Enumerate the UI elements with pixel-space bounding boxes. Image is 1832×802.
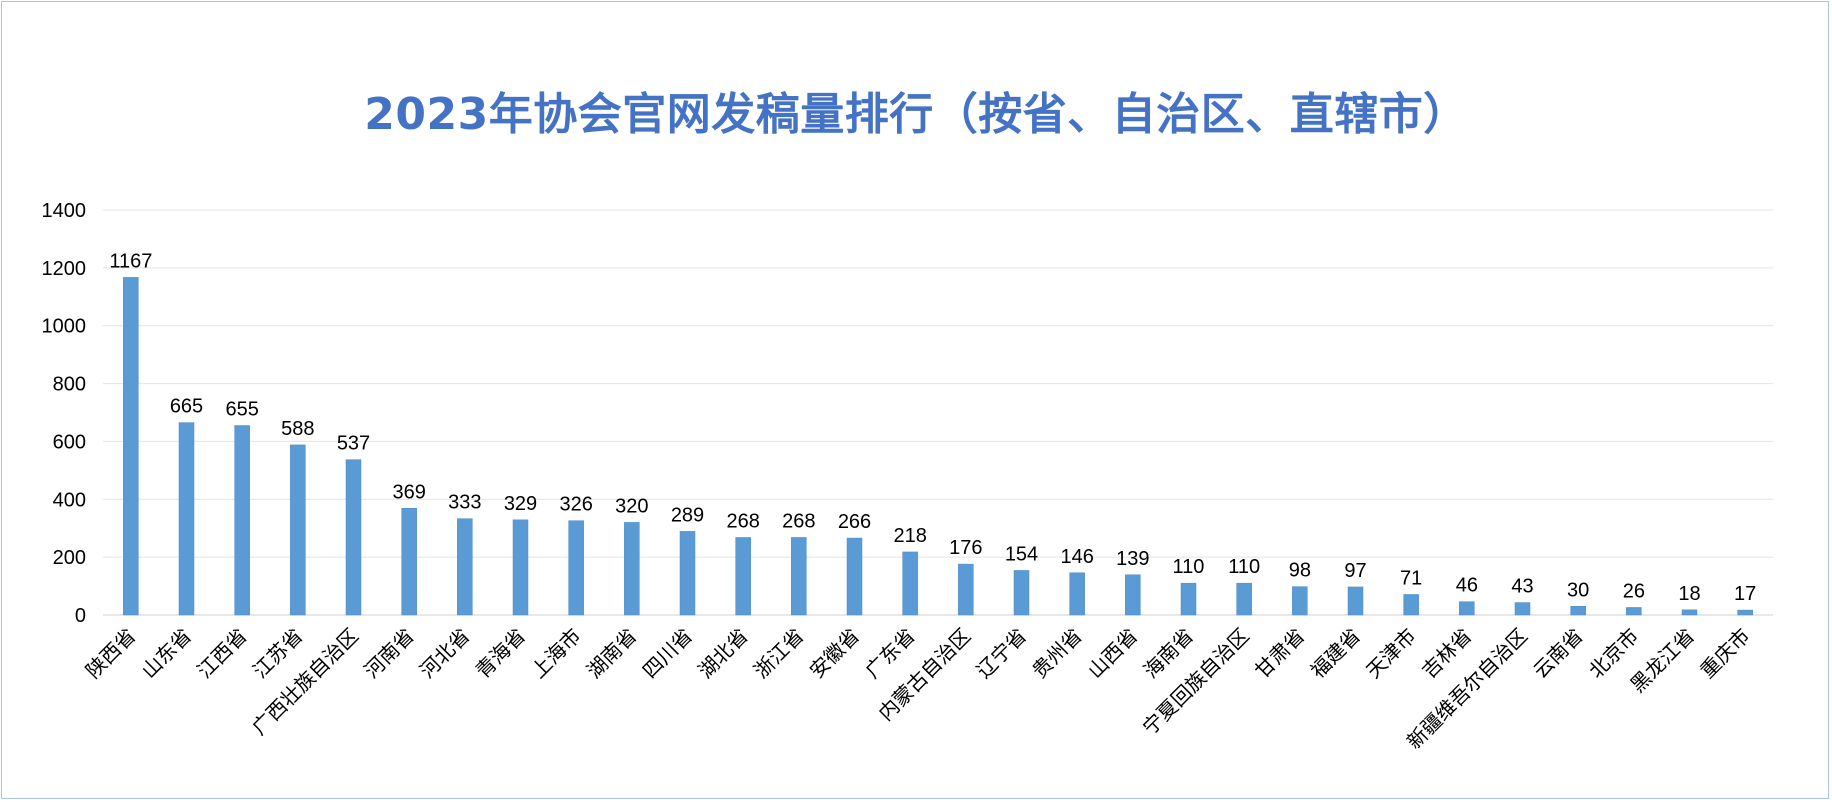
category-label: 云南省 <box>1528 624 1587 683</box>
y-tick-label: 200 <box>53 547 86 569</box>
category-label: 山西省 <box>1083 624 1142 683</box>
bar <box>1069 572 1085 616</box>
y-axis-ticks: 0 200 400 600 800 1000 1200 1400 <box>42 200 87 627</box>
y-tick-label: 1400 <box>42 200 87 222</box>
data-label: 268 <box>782 510 815 532</box>
y-tick-label: 800 <box>53 374 86 396</box>
bar <box>1347 586 1364 616</box>
bar <box>1403 594 1419 616</box>
category-label: 重庆市 <box>1695 624 1754 683</box>
bars <box>123 277 1753 616</box>
bar <box>735 537 751 616</box>
data-label: 17 <box>1734 583 1756 605</box>
data-label: 18 <box>1678 583 1700 605</box>
data-label: 320 <box>615 495 648 517</box>
category-label: 四川省 <box>638 624 697 683</box>
bar <box>568 520 584 616</box>
data-label: 176 <box>949 537 982 559</box>
data-label: 218 <box>893 525 926 547</box>
data-label: 98 <box>1289 560 1311 582</box>
bar <box>512 519 529 616</box>
chart-title: 2023年协会官网发稿量排行（按省、自治区、直辖市） <box>364 89 1468 140</box>
data-label: 139 <box>1116 548 1149 570</box>
category-labels: 陕西省山东省江西省江苏省广西壮族自治区河南省河北省青海省上海市湖南省四川省湖北省… <box>81 624 1755 754</box>
data-label: 1167 <box>109 250 152 272</box>
y-tick-label: 600 <box>53 431 86 453</box>
bar <box>123 277 139 616</box>
category-label: 河北省 <box>415 624 474 683</box>
data-label: 665 <box>170 396 203 418</box>
data-label: 154 <box>1005 543 1038 565</box>
bar <box>846 537 863 616</box>
bar <box>234 425 250 616</box>
category-label: 安徽省 <box>805 624 864 683</box>
data-label: 46 <box>1456 575 1478 597</box>
data-label: 537 <box>337 433 370 455</box>
category-label: 陕西省 <box>81 624 140 683</box>
bar <box>1737 609 1753 616</box>
bar <box>345 459 362 616</box>
bar <box>1125 574 1141 616</box>
category-label: 湖北省 <box>693 624 752 683</box>
data-labels: 1167 665 655 588 537 369 333 329 326 320 289 268 268… <box>109 250 1756 605</box>
y-tick-label: 1000 <box>42 316 87 338</box>
category-label: 天津市 <box>1361 624 1420 683</box>
data-label: 30 <box>1567 579 1589 601</box>
data-label: 146 <box>1060 546 1093 568</box>
category-label: 江西省 <box>192 624 251 683</box>
y-tick-label: 0 <box>75 605 86 627</box>
category-label: 青海省 <box>471 624 530 683</box>
gridlines <box>103 209 1773 616</box>
category-label: 贵州省 <box>1027 624 1086 683</box>
bar <box>791 537 807 616</box>
bar <box>1459 601 1475 616</box>
data-label: 43 <box>1511 576 1533 598</box>
category-label: 辽宁省 <box>972 624 1031 683</box>
bar <box>1180 582 1197 616</box>
data-label: 289 <box>671 504 704 526</box>
data-label: 71 <box>1400 567 1422 589</box>
bar <box>178 422 195 616</box>
data-label: 369 <box>392 481 425 503</box>
data-label: 266 <box>838 511 871 533</box>
data-label: 333 <box>448 492 481 514</box>
bar <box>902 551 918 616</box>
bar <box>401 508 417 616</box>
y-tick-label: 400 <box>53 489 86 511</box>
bar <box>1292 586 1308 616</box>
data-label: 655 <box>225 399 258 421</box>
data-label: 268 <box>726 510 759 532</box>
bar <box>1570 606 1586 616</box>
data-label: 110 <box>1173 556 1205 578</box>
bar <box>958 563 974 616</box>
category-label: 浙江省 <box>749 624 808 683</box>
data-label: 26 <box>1623 580 1645 602</box>
bar <box>1236 582 1252 616</box>
y-tick-label: 1200 <box>42 258 87 280</box>
category-label: 湖南省 <box>582 624 641 683</box>
category-label: 山东省 <box>137 624 196 683</box>
bar <box>1514 602 1531 616</box>
bar <box>624 522 640 616</box>
bar <box>1013 570 1030 616</box>
data-label: 329 <box>504 493 537 515</box>
bar <box>679 531 696 616</box>
bar <box>290 444 306 616</box>
data-label: 588 <box>281 418 314 440</box>
bar <box>457 518 473 616</box>
category-label: 甘肃省 <box>1250 624 1309 683</box>
bar <box>1626 607 1642 616</box>
data-label: 110 <box>1228 556 1260 578</box>
data-label: 97 <box>1344 560 1366 582</box>
category-label: 上海市 <box>526 624 585 683</box>
data-label: 326 <box>559 494 592 516</box>
bar <box>1681 609 1698 616</box>
category-label: 福建省 <box>1306 624 1365 683</box>
category-label: 河南省 <box>359 624 418 683</box>
